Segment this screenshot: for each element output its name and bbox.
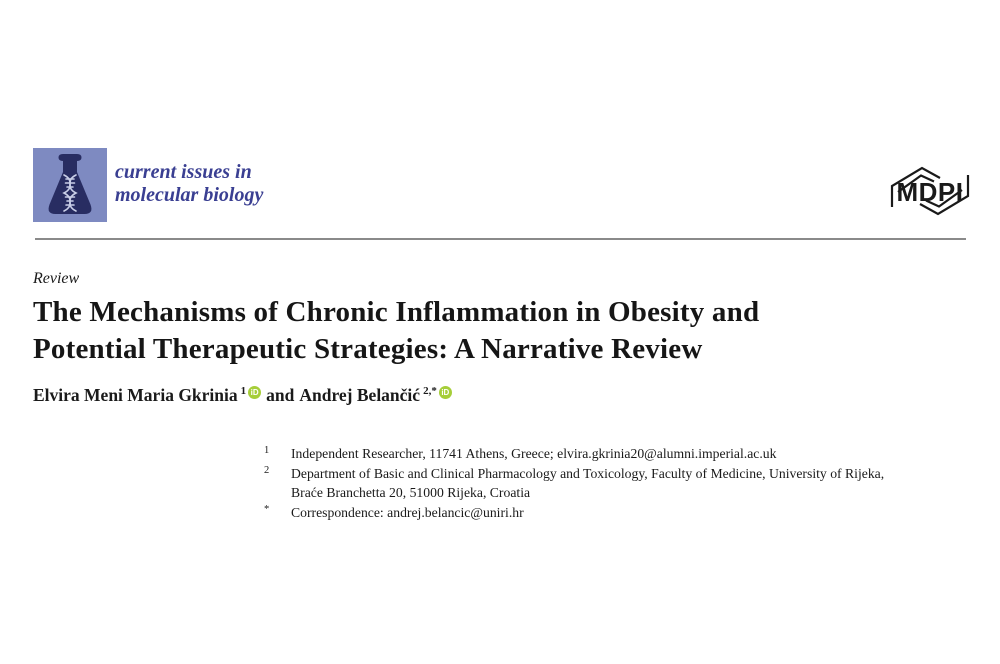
correspondence-text: Correspondence: andrej.belancic@uniri.hr bbox=[291, 504, 524, 520]
header-divider bbox=[35, 238, 966, 240]
author-1-affiliation-sup: 1 bbox=[240, 385, 247, 398]
article-title: The Mechanisms of Chronic Inflammation i… bbox=[33, 294, 933, 368]
article-title-line1: The Mechanisms of Chronic Inflammation i… bbox=[33, 296, 760, 328]
orcid-icon[interactable]: iD bbox=[248, 386, 262, 399]
journal-name: current issues in molecular biology bbox=[115, 161, 263, 207]
dna-helix-icon bbox=[62, 174, 78, 212]
affiliation-text-continued: Braće Branchetta 20, 51000 Rijeka, Croat… bbox=[291, 485, 531, 501]
article-title-line2: Potential Therapeutic Strategies: A Narr… bbox=[33, 333, 703, 365]
authors-line: Elvira Meni Maria Gkrinia 1 iD and Andrej Be… bbox=[33, 385, 452, 406]
affiliation-marker: * bbox=[264, 503, 270, 515]
journal-name-line2: molecular biology bbox=[115, 184, 264, 206]
author-1-name: Elvira Meni Maria Gkrinia bbox=[33, 385, 238, 405]
affiliation-marker: 2 bbox=[264, 464, 270, 476]
orcid-icon[interactable]: iD bbox=[438, 386, 452, 399]
author-connector: and bbox=[266, 385, 295, 405]
mdpi-logo: MDPI bbox=[890, 166, 970, 216]
journal-name-line1: current issues in bbox=[115, 161, 252, 183]
author-2-name: Andrej Belančić bbox=[299, 385, 421, 405]
journal-flask-logo bbox=[33, 148, 107, 222]
mdpi-wordmark: MDPI bbox=[897, 177, 964, 207]
affiliation-text: Independent Researcher, 11741 Athens, Gr… bbox=[291, 446, 777, 461]
author-2-affiliation-sup: 2,* bbox=[423, 385, 437, 398]
article-type-label: Review bbox=[33, 270, 80, 287]
affiliation-row: * Correspondence: andrej.belancic@uniri.… bbox=[264, 503, 884, 523]
mdpi-hexagon-icon bbox=[890, 166, 970, 216]
affiliation-row: 2 Department of Basic and Clinical Pharm… bbox=[264, 464, 884, 503]
affiliation-row: 1 Independent Researcher, 11741 Athens, … bbox=[264, 444, 884, 464]
affiliation-marker: 1 bbox=[264, 445, 270, 456]
affiliation-text: Department of Basic and Clinical Pharmac… bbox=[291, 465, 885, 481]
affiliations-block: 1 Independent Researcher, 11741 Athens, … bbox=[264, 444, 884, 522]
